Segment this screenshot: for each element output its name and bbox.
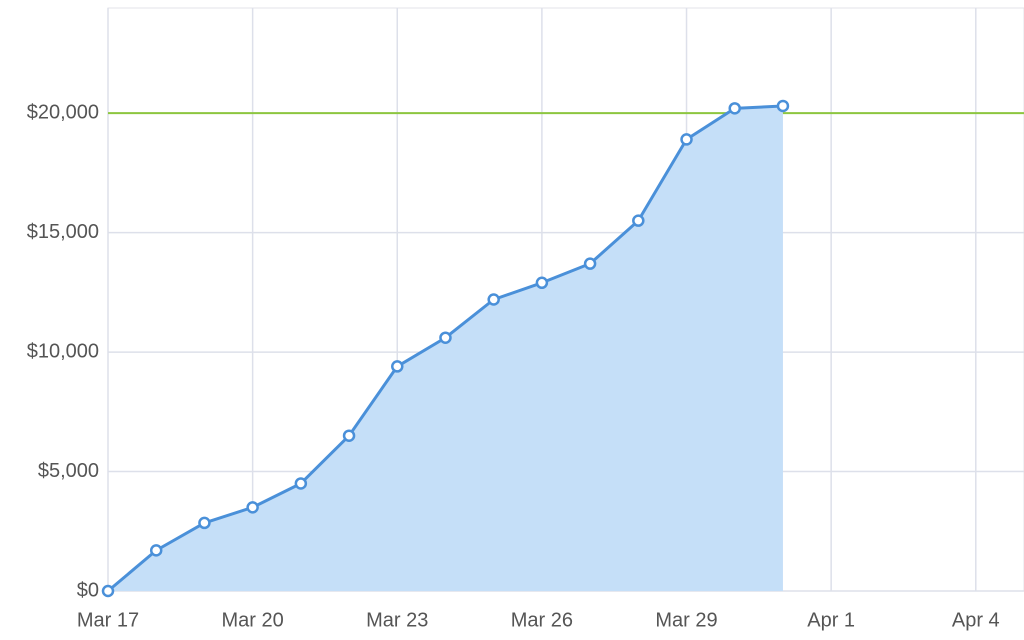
point (101, 584, 115, 598)
point (583, 257, 597, 270)
x-tick-label: Apr 4 (952, 609, 1000, 631)
point (391, 360, 404, 373)
x-tick-label: Mar 17 (77, 609, 139, 631)
point (198, 516, 211, 530)
point (342, 429, 356, 442)
y-tick-label: $15,000 (27, 221, 99, 243)
point (776, 99, 790, 113)
point (632, 214, 645, 227)
y-tick-label: $5,000 (38, 460, 99, 482)
point (728, 102, 741, 115)
x-tick-label: Apr 1 (807, 609, 855, 631)
y-tick-label: $20,000 (27, 101, 99, 123)
x-tick-label: Mar 20 (222, 609, 284, 631)
y-tick-label: $10,000 (27, 340, 99, 362)
x-tick-label: Mar 26 (511, 609, 573, 631)
area (108, 105, 783, 592)
point (294, 477, 308, 490)
point (487, 293, 500, 306)
x-tick-label: Mar 29 (655, 609, 717, 631)
point (535, 276, 549, 290)
point (439, 331, 452, 344)
y-tick-label: $0 (77, 579, 99, 601)
point (149, 544, 163, 557)
x-tick-label: Mar 23 (366, 609, 428, 631)
point (246, 501, 259, 514)
point (680, 133, 693, 146)
